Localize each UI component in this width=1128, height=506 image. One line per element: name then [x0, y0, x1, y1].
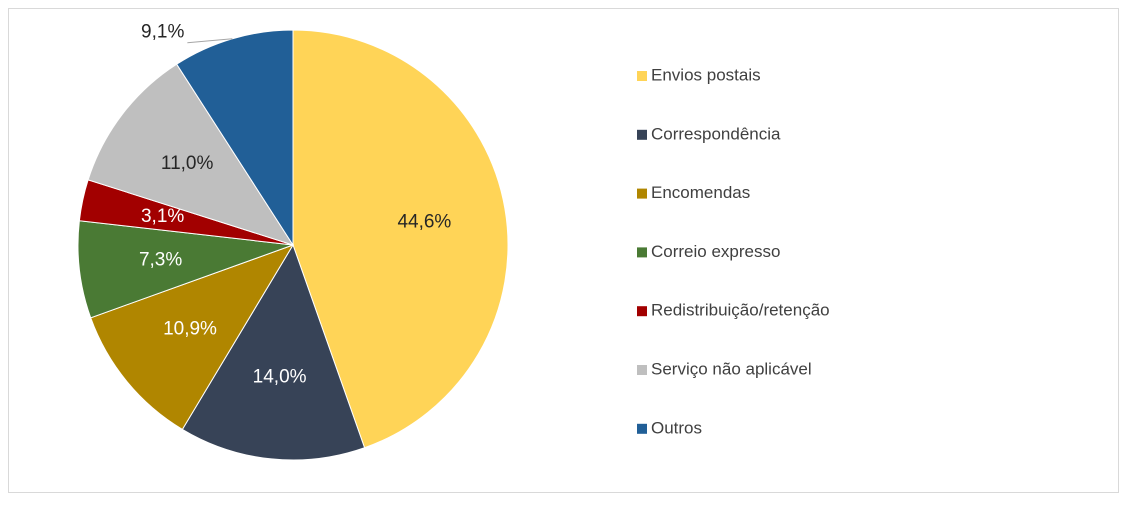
legend-label: Envios postais	[651, 65, 761, 84]
data-label: 3,1%	[141, 206, 184, 227]
legend-label: Encomendas	[651, 183, 750, 202]
legend-swatch	[637, 247, 647, 258]
legend-label: Redistribuição/retenção	[651, 301, 830, 320]
legend-swatch	[637, 71, 647, 81]
legend-swatch	[637, 188, 647, 199]
legend-swatch	[637, 306, 647, 317]
legend-swatch	[637, 365, 647, 375]
pie-slice	[90, 244, 295, 431]
data-label: 44,6%	[397, 212, 451, 233]
data-label: 9,1%	[141, 22, 184, 43]
pie-slice	[77, 220, 294, 319]
pie-slice	[87, 63, 295, 246]
pie-slice	[175, 29, 294, 247]
data-label: 10,9%	[163, 319, 217, 340]
legend-label: Correio expresso	[651, 242, 780, 261]
legend-swatch	[637, 423, 647, 434]
pie-slice	[292, 29, 509, 449]
pie-slice	[181, 243, 366, 461]
legend-label: Correspondência	[651, 124, 781, 143]
legend-label: Outros	[651, 418, 702, 437]
legend-swatch	[637, 129, 647, 140]
legend-label: Serviço não aplicável	[651, 359, 812, 378]
data-label: 14,0%	[253, 367, 307, 388]
data-label: 11,0%	[161, 153, 214, 174]
data-label: 7,3%	[139, 249, 182, 270]
leader-line	[187, 38, 233, 44]
